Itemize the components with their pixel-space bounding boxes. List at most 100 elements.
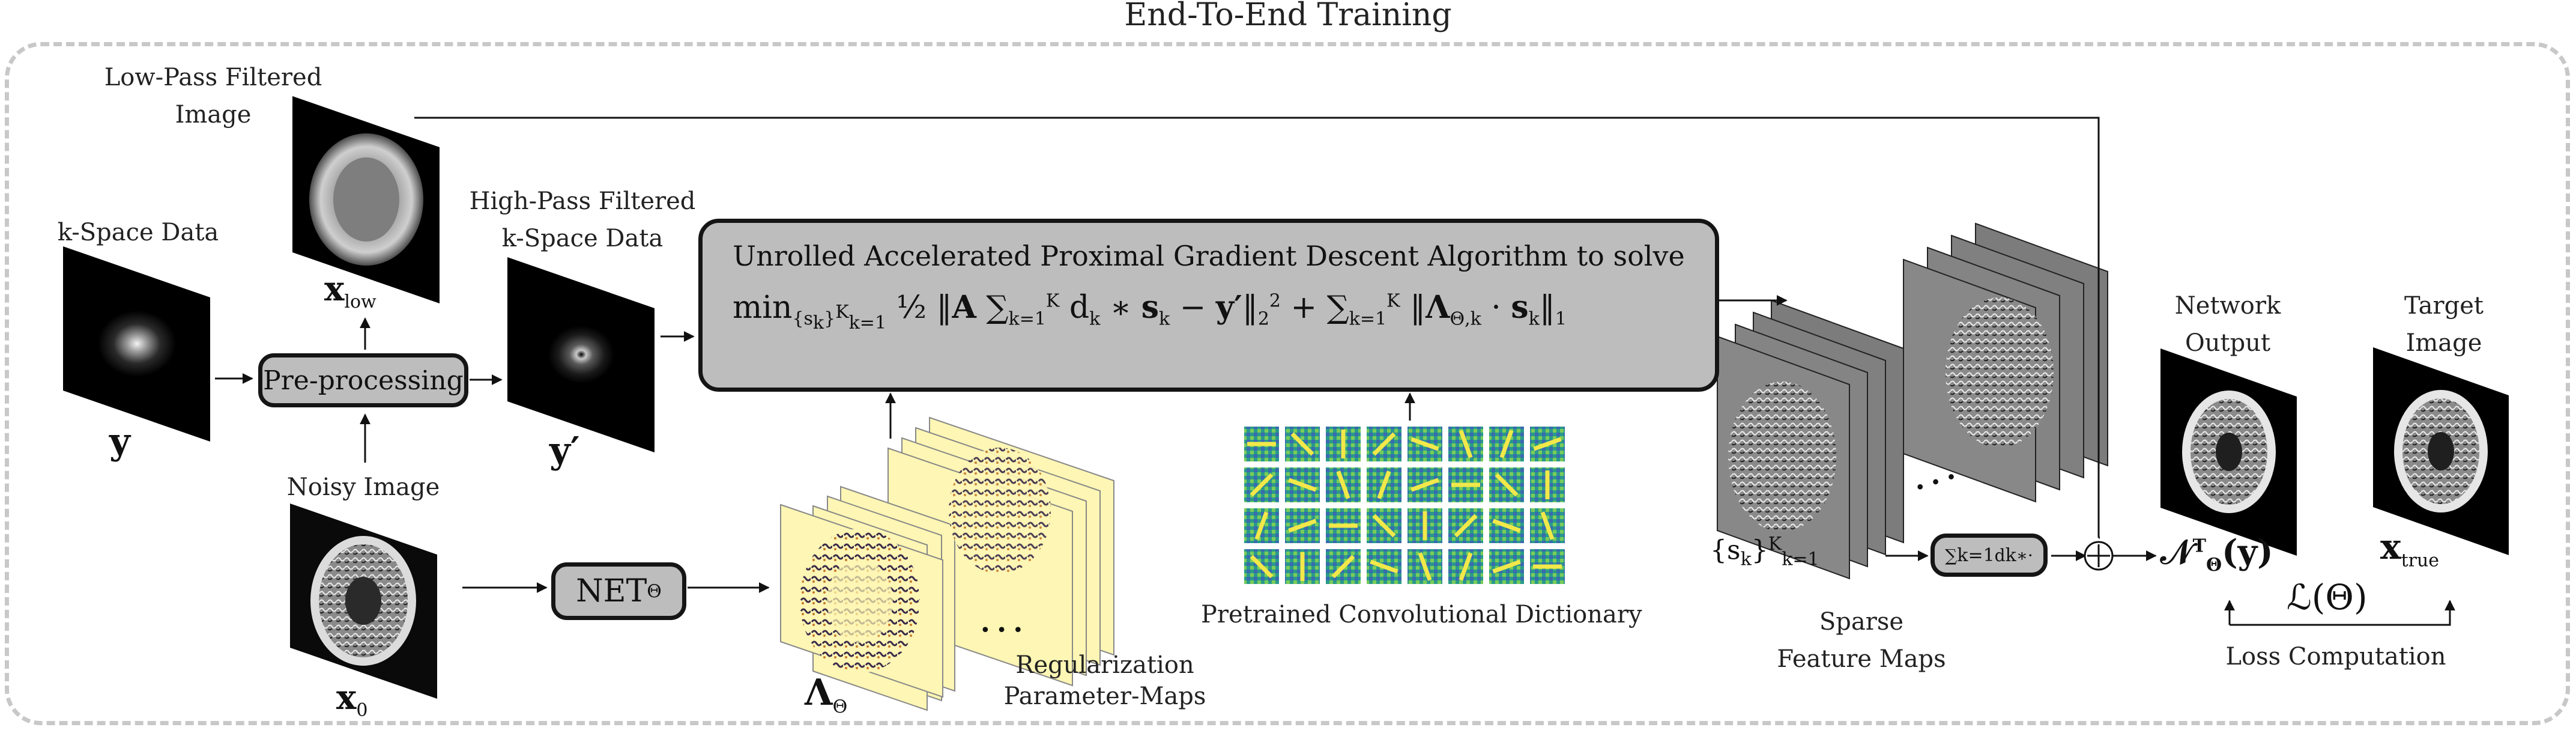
dictionary-atom [1530,508,1565,543]
symbol-netout: 𝒩TΘ(y) [2160,532,2273,576]
dictionary-atom [1489,508,1524,543]
sum-op-star: ∗· [2016,545,2033,565]
dictionary-atom [1326,508,1361,543]
net-label: NET [576,573,647,609]
lambda-sub: Θ [832,696,848,717]
apgd-box: Unrolled Accelerated Proximal Gradient D… [698,219,1719,392]
dictionary-atom [1489,467,1524,502]
dictionary-atom [1285,427,1320,461]
xlow-sub: low [344,291,376,313]
netout-sub: Θ [2206,555,2222,576]
sparse-label-line1: Sparse [1819,608,1904,636]
sum-op: ∑ [1945,545,1958,565]
sk-sup-K: K [1768,534,1782,555]
dictionary-atom [1244,549,1279,584]
sum-node [2084,541,2114,571]
sk-set-open: {s [1710,535,1741,566]
netout-label-line2: Output [2184,329,2271,357]
parameter-map-stack [780,416,1114,711]
dictionary-atom [1489,427,1524,461]
dictionary-label: Pretrained Convolutional Dictionary [1201,601,1642,628]
noisy-label: Noisy Image [286,473,440,501]
symbol-sk-set: {sk}Kk=1 [1710,534,1819,570]
network-output-image [2160,348,2297,556]
sum-box: ∑ k=1 d k ∗· [1930,534,2048,577]
dictionary-atom [1448,549,1483,584]
symbol-yprime: y′ [549,430,580,472]
f-norm: ‖A ∑k=1K dk ∗ sk − y′‖22 + ∑k=1K ‖ΛΘ,k ·… [936,289,1567,330]
net-box: NET Θ [551,562,686,620]
f-min-sub: {sk}Kk=1 [792,302,887,334]
arrows [215,117,2455,626]
training-frame [5,42,2570,725]
f-half: ½ [896,290,927,326]
diagram-title: End-To-End Training [1021,0,1555,34]
dictionary-atom [1285,508,1320,543]
dictionary-atom [1244,508,1279,543]
dictionary-atom [1285,467,1320,502]
dictionary-atom [1407,467,1442,502]
dictionary-atom [1367,427,1401,461]
xtrue-sub: true [2401,550,2440,571]
noisy-image [290,503,437,699]
dictionary-atom [1367,549,1401,584]
dictionary-atom [1407,549,1442,584]
sk-sub-k: k [1740,549,1752,570]
sum-op-tail-sub: k [2005,544,2016,566]
sk-sub-k1: k=1 [1782,549,1819,570]
dictionary-atom [1530,467,1565,502]
lowpass-image [292,96,440,303]
kspace-label: k-Space Data [57,219,219,246]
target-label-line1: Target [2404,292,2484,320]
dots-parameter: • • • [980,620,1024,641]
lowpass-label-line1: Low-Pass Filtered [104,64,322,91]
x0-sub: 0 [356,700,368,722]
netout-tail: (y) [2222,532,2273,572]
netout-label-line1: Network [2174,292,2281,320]
dictionary-atom [1448,467,1483,502]
kspace-image [63,246,210,442]
dictionary-atom [1367,508,1401,543]
sk-set-close: } [1751,535,1768,566]
dictionary-atom [1530,427,1565,461]
dictionary-atom [1244,467,1279,502]
lambda-base: Λ [805,672,833,714]
xlow-base: x [324,269,345,309]
dictionary-atom [1448,508,1483,543]
symbol-loss: ℒ(Θ) [2287,577,2368,618]
apgd-formula: min{sk}Kk=1 ½ ‖A ∑k=1K dk ∗ sk − y′‖22 +… [733,289,1567,333]
lowpass-label-line2: Image [175,101,252,129]
netout-base: 𝒩 [2160,532,2193,572]
preprocessing-label: Pre-processing [263,365,464,396]
dictionary-atom [1448,427,1483,461]
reg-label-line2: Parameter-Maps [1003,683,1206,710]
dictionary-atom [1407,427,1442,461]
sum-op-sub: k=1 [1957,544,1995,566]
symbol-xlow: xlow [324,269,376,312]
dictionary-atom [1326,427,1361,461]
dictionary-atom [1530,549,1565,584]
dictionary-atom [1489,549,1524,584]
x0-base: x [336,678,357,717]
sparse-feature-stack [1717,222,2108,580]
dictionary-atom [1326,467,1361,502]
xtrue-base: x [2380,526,2401,567]
netout-sup: T [2192,535,2206,557]
preprocessing-box: Pre-processing [258,353,468,407]
symbol-y: y [109,421,130,463]
dictionary-atom [1244,427,1279,461]
symbol-xtrue: xtrue [2380,526,2439,571]
dictionary-atom [1326,549,1361,584]
apgd-title: Unrolled Accelerated Proximal Gradient D… [733,240,1685,272]
highpass-kspace-image [507,257,655,452]
dictionary-grid [1244,427,1565,584]
sum-op-tail: d [1994,545,2006,565]
loss-label: Loss Computation [2225,643,2446,671]
target-label-line2: Image [2405,329,2482,357]
highpass-label-line2: k-Space Data [501,225,664,252]
dictionary-atom [1367,467,1401,502]
net-sub: Θ [647,580,662,602]
sparse-label-line2: Feature Maps [1777,645,1946,673]
dictionary-atom [1285,549,1320,584]
